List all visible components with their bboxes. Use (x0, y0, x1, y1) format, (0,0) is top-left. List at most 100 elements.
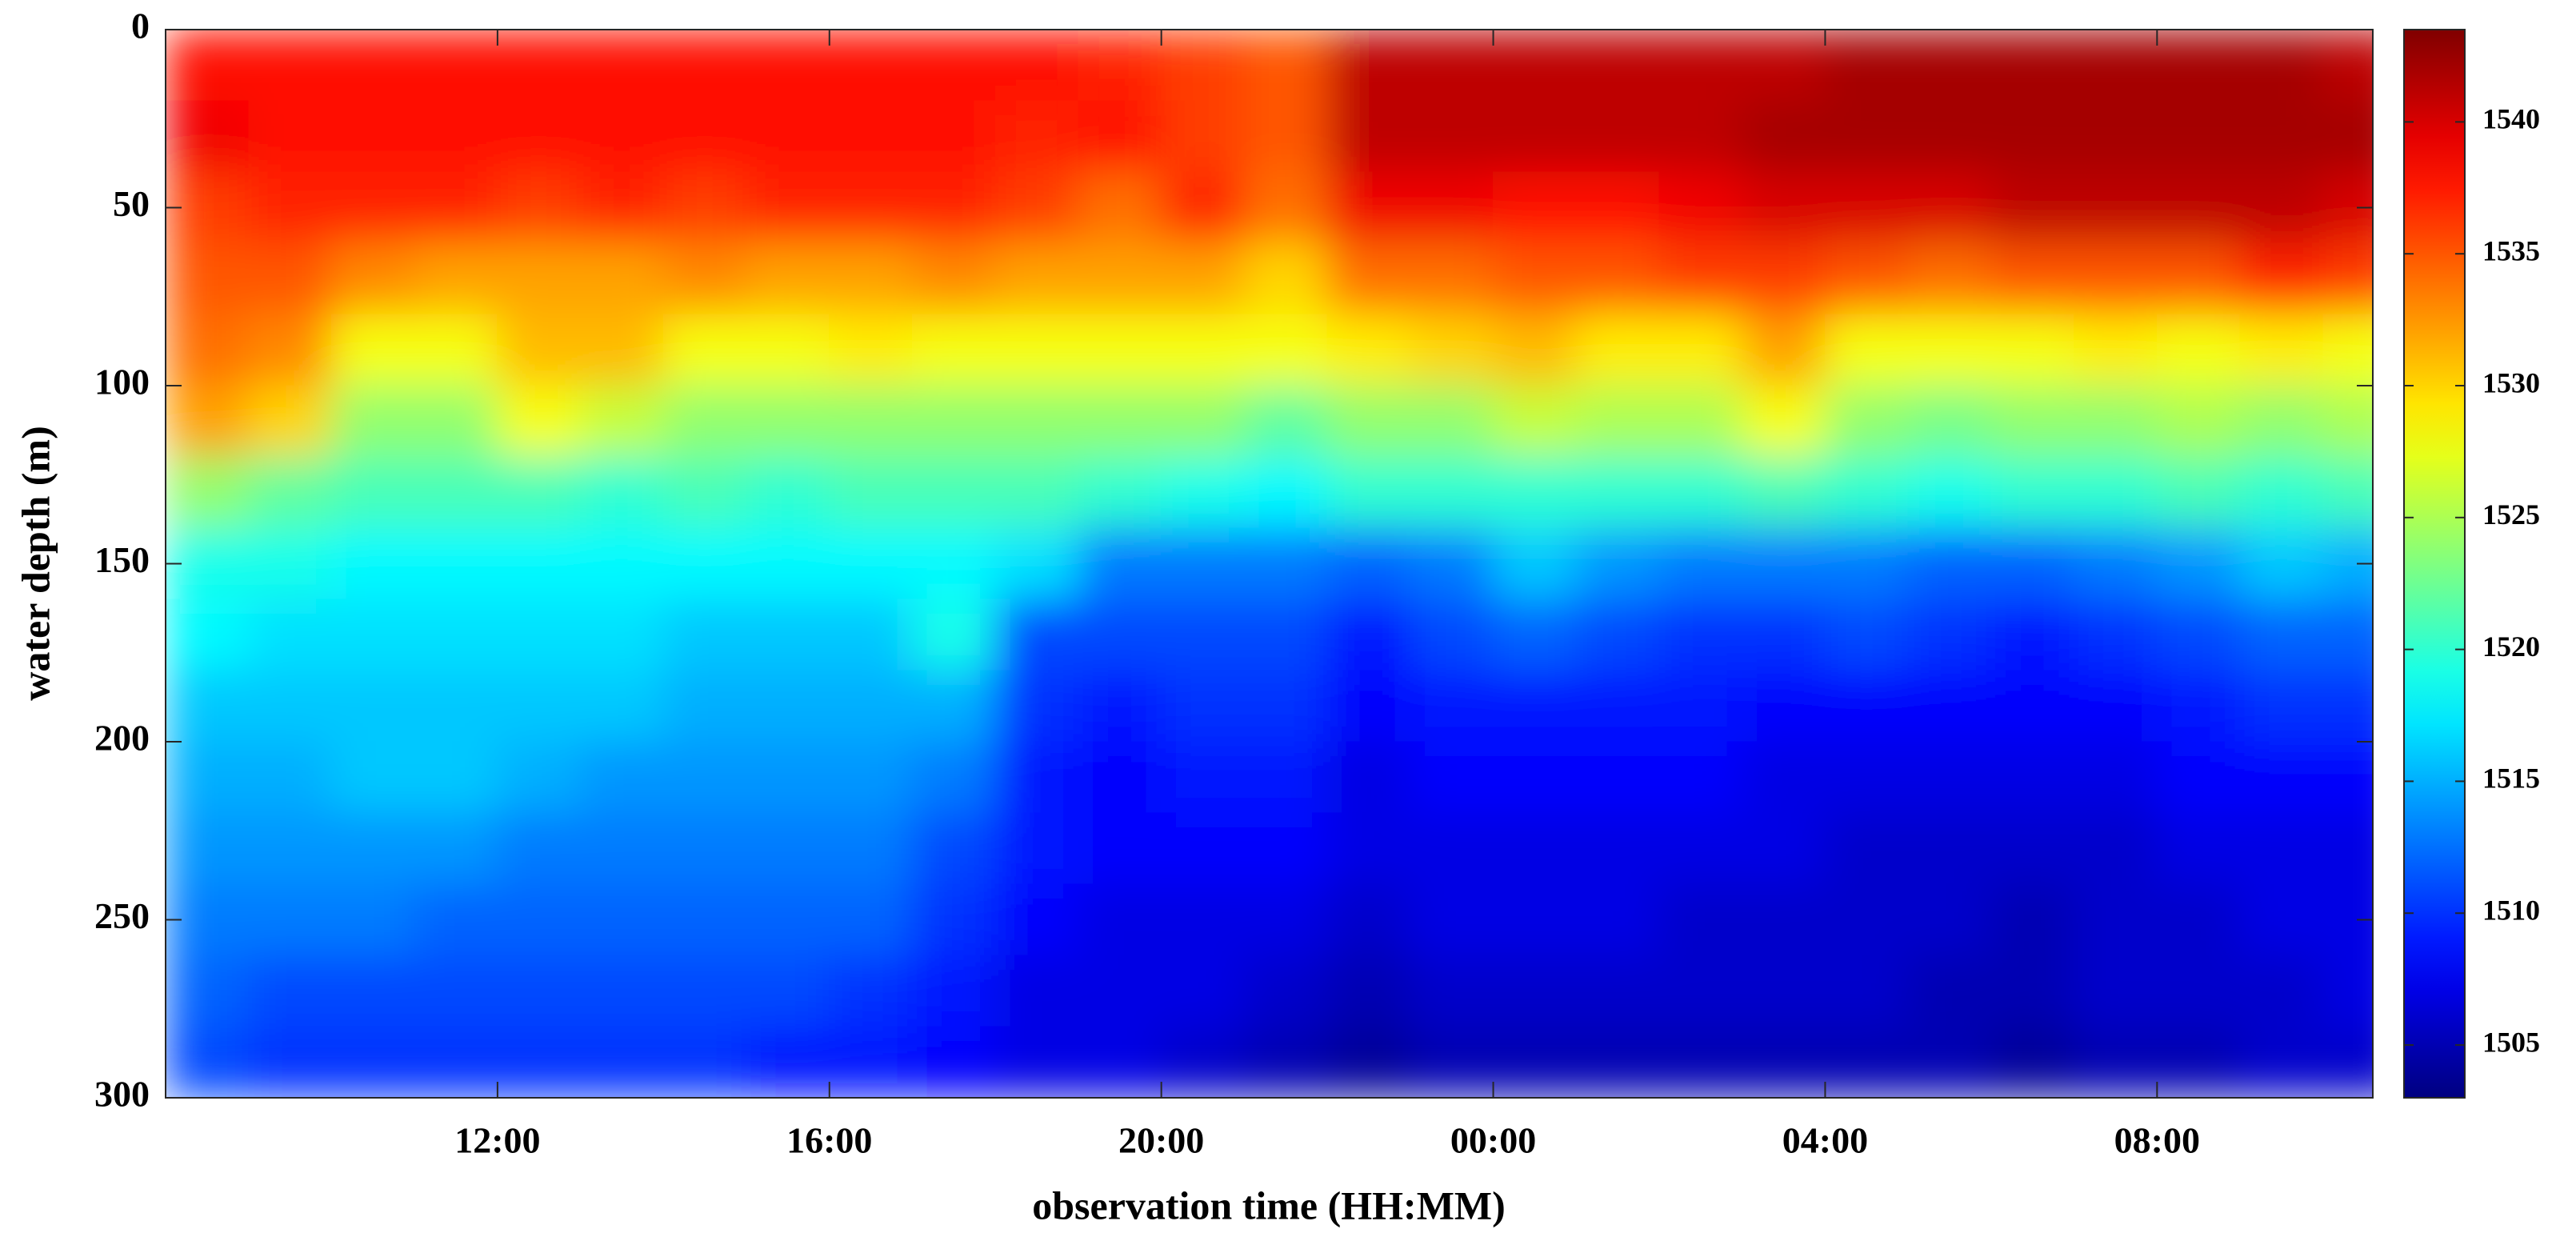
heat-cell (2322, 955, 2373, 1027)
heat-cell (911, 1026, 996, 1098)
heat-cell (1907, 242, 1992, 315)
heat-cell (1410, 527, 1494, 600)
heat-cell (1742, 171, 1826, 244)
heat-cell (1990, 242, 2075, 315)
heat-cell (994, 314, 1079, 386)
heat-cell (2156, 100, 2241, 173)
heat-cell (330, 955, 415, 1027)
heat-cell (166, 314, 250, 386)
heat-cell (497, 385, 582, 458)
heat-cell (1493, 812, 1577, 885)
heat-cell (1658, 812, 1743, 885)
heat-cell (1742, 741, 1826, 814)
heat-cell (248, 741, 332, 814)
heat-cell (580, 883, 664, 956)
colorbar-tick-label: 1505 (2482, 1026, 2540, 1058)
heat-cell (1907, 30, 1992, 102)
heat-cell (994, 883, 1079, 956)
heat-cell (1658, 955, 1743, 1027)
heat-cell (662, 955, 747, 1027)
heat-cell (580, 812, 664, 885)
heat-cell (1907, 812, 1992, 885)
heat-cell (1410, 598, 1494, 671)
heat-cell (911, 741, 996, 814)
heat-cell (330, 741, 415, 814)
heat-cell (1658, 598, 1743, 671)
heat-cell (994, 171, 1079, 244)
heat-cell (1326, 171, 1411, 244)
heat-cell (1990, 314, 2075, 386)
heat-cell (1742, 242, 1826, 315)
heat-cell (1243, 955, 1328, 1027)
heat-cell (1575, 242, 1660, 315)
heat-cell (2074, 955, 2158, 1027)
heat-cell (1410, 456, 1494, 529)
heat-cell (829, 30, 913, 102)
heat-cell (1078, 314, 1162, 386)
heat-cell (1493, 385, 1577, 458)
heat-cell (1493, 456, 1577, 529)
heat-cell (911, 385, 996, 458)
heat-cell (414, 1026, 498, 1098)
heat-cell (580, 314, 664, 386)
x-tick-label: 08:00 (2114, 1120, 2200, 1161)
heat-cell (580, 527, 664, 600)
heat-cell (2322, 741, 2373, 814)
heat-cell (1658, 741, 1743, 814)
heat-cell (1078, 171, 1162, 244)
heat-cell (1742, 100, 1826, 173)
heat-cell (1493, 171, 1577, 244)
heat-cell (1161, 955, 1245, 1027)
heat-cell (2239, 171, 2324, 244)
x-tick-label: 04:00 (1782, 1120, 1868, 1161)
heat-cell (1990, 385, 2075, 458)
heat-cell (994, 527, 1079, 600)
colorbar-tick-label: 1525 (2482, 498, 2540, 530)
y-tick-label: 150 (94, 539, 150, 580)
heat-cell (2074, 598, 2158, 671)
heat-cell (1824, 242, 1909, 315)
heat-cell (2239, 385, 2324, 458)
heat-cell (994, 670, 1079, 743)
heat-cell (580, 955, 664, 1027)
heat-cell (1243, 100, 1328, 173)
heat-cell (1907, 314, 1992, 386)
heat-cell (1658, 1026, 1743, 1098)
colorbar-tick-label: 1535 (2482, 234, 2540, 266)
heat-cell (994, 385, 1079, 458)
heat-cell (662, 883, 747, 956)
heat-cell (1493, 670, 1577, 743)
y-tick-label: 0 (131, 6, 150, 46)
heat-cell (1161, 100, 1245, 173)
heat-cell (1824, 527, 1909, 600)
heat-cell (1493, 314, 1577, 386)
heat-cell (911, 670, 996, 743)
heat-cell (1493, 242, 1577, 315)
heat-cell (994, 955, 1079, 1027)
heat-cell (829, 598, 913, 671)
heat-cell (248, 456, 332, 529)
heat-cell (994, 741, 1079, 814)
heat-cell (746, 883, 830, 956)
heat-cell (414, 670, 498, 743)
heat-cell (497, 30, 582, 102)
heat-cell (166, 242, 250, 315)
heat-cell (330, 456, 415, 529)
heat-cell (497, 598, 582, 671)
heat-cell (1575, 812, 1660, 885)
heat-cell (1824, 456, 1909, 529)
colorbar-tick-label: 1520 (2482, 631, 2540, 663)
heat-cell (1990, 1026, 2075, 1098)
heat-cell (746, 242, 830, 315)
heat-cell (1907, 883, 1992, 956)
heat-cell (580, 670, 664, 743)
heat-cell (1493, 30, 1577, 102)
y-tick-label: 100 (94, 362, 150, 402)
x-tick-label: 12:00 (454, 1120, 540, 1161)
heat-cell (1326, 883, 1411, 956)
heat-cell (994, 598, 1079, 671)
heat-cell (1161, 30, 1245, 102)
heat-cell (1161, 812, 1245, 885)
heat-cell (2074, 883, 2158, 956)
heat-cell (662, 812, 747, 885)
